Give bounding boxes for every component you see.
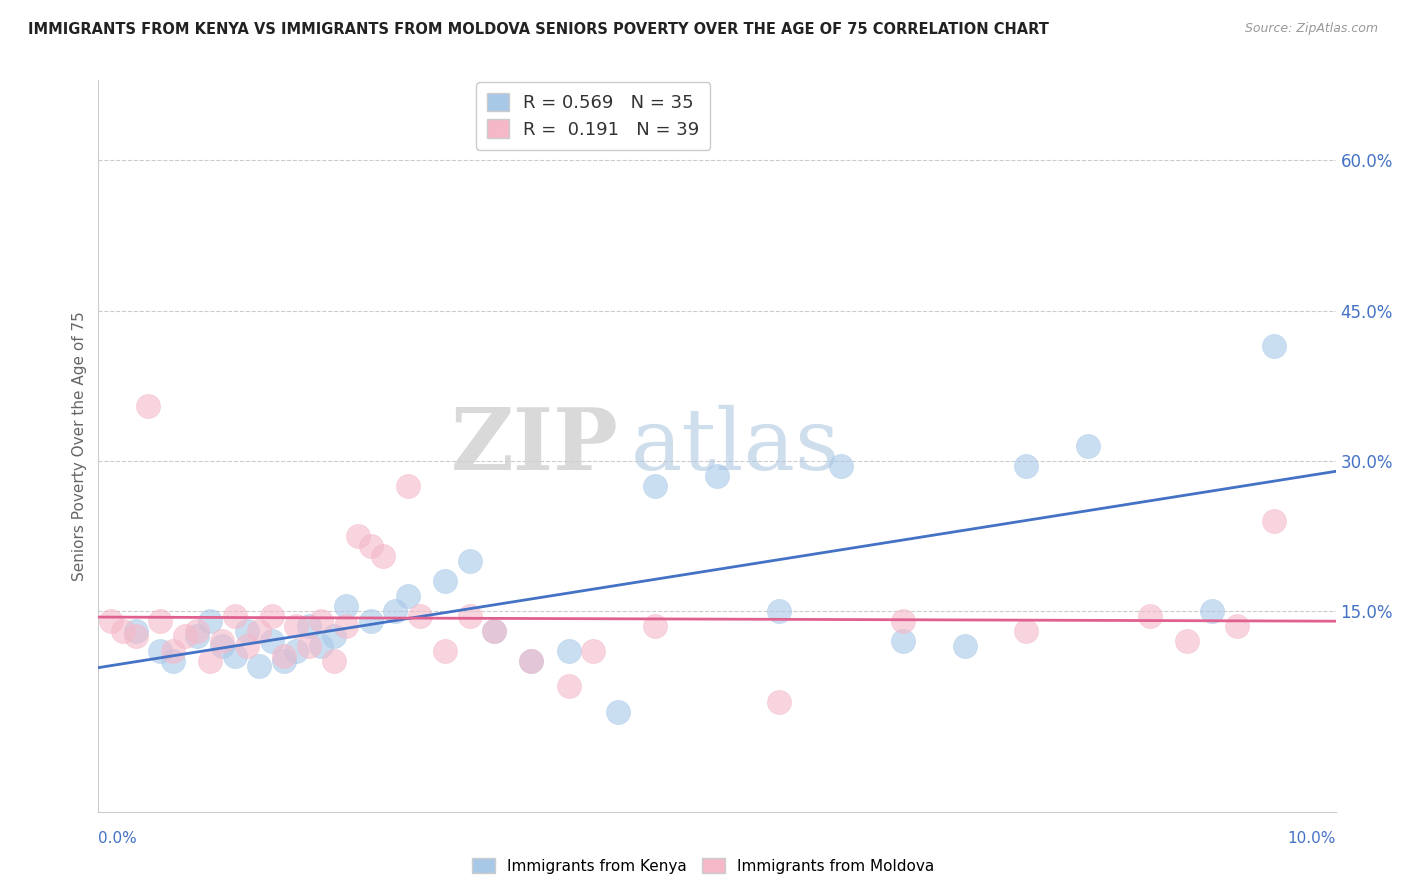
Point	[458, 609, 481, 624]
Point	[1263, 339, 1285, 353]
Point	[520, 655, 543, 669]
Point	[322, 629, 344, 643]
Point	[236, 624, 259, 639]
Point	[211, 634, 233, 648]
Point	[224, 649, 246, 664]
Point	[211, 640, 233, 654]
Y-axis label: Seniors Poverty Over the Age of 75: Seniors Poverty Over the Age of 75	[72, 311, 87, 581]
Point	[298, 640, 321, 654]
Point	[360, 539, 382, 553]
Text: atlas: atlas	[630, 404, 839, 488]
Point	[186, 629, 208, 643]
Point	[273, 649, 295, 664]
Point	[830, 458, 852, 473]
Point	[582, 644, 605, 658]
Point	[309, 615, 332, 629]
Point	[1201, 604, 1223, 618]
Point	[644, 619, 666, 633]
Point	[1175, 634, 1198, 648]
Point	[198, 615, 221, 629]
Point	[433, 644, 456, 658]
Text: 10.0%: 10.0%	[1288, 831, 1336, 846]
Point	[409, 609, 432, 624]
Point	[371, 549, 394, 564]
Point	[273, 655, 295, 669]
Point	[1077, 439, 1099, 453]
Point	[891, 634, 914, 648]
Legend: R = 0.569   N = 35, R =  0.191   N = 39: R = 0.569 N = 35, R = 0.191 N = 39	[477, 82, 710, 150]
Point	[285, 619, 308, 633]
Point	[236, 640, 259, 654]
Point	[124, 624, 146, 639]
Point	[644, 479, 666, 493]
Point	[360, 615, 382, 629]
Point	[335, 619, 357, 633]
Point	[1015, 458, 1038, 473]
Point	[198, 655, 221, 669]
Point	[149, 615, 172, 629]
Text: ZIP: ZIP	[450, 404, 619, 488]
Point	[384, 604, 406, 618]
Point	[162, 655, 184, 669]
Point	[136, 399, 159, 413]
Point	[124, 629, 146, 643]
Point	[1263, 514, 1285, 528]
Point	[224, 609, 246, 624]
Point	[260, 634, 283, 648]
Point	[174, 629, 197, 643]
Point	[149, 644, 172, 658]
Point	[484, 624, 506, 639]
Point	[247, 624, 270, 639]
Point	[458, 554, 481, 568]
Point	[891, 615, 914, 629]
Point	[557, 680, 579, 694]
Point	[484, 624, 506, 639]
Point	[100, 615, 122, 629]
Text: 0.0%: 0.0%	[98, 831, 138, 846]
Point	[1226, 619, 1249, 633]
Point	[298, 619, 321, 633]
Point	[768, 604, 790, 618]
Point	[112, 624, 135, 639]
Point	[557, 644, 579, 658]
Point	[186, 624, 208, 639]
Point	[396, 479, 419, 493]
Point	[706, 469, 728, 483]
Point	[396, 589, 419, 603]
Text: IMMIGRANTS FROM KENYA VS IMMIGRANTS FROM MOLDOVA SENIORS POVERTY OVER THE AGE OF: IMMIGRANTS FROM KENYA VS IMMIGRANTS FROM…	[28, 22, 1049, 37]
Point	[347, 529, 370, 543]
Point	[162, 644, 184, 658]
Point	[953, 640, 976, 654]
Text: Source: ZipAtlas.com: Source: ZipAtlas.com	[1244, 22, 1378, 36]
Point	[1015, 624, 1038, 639]
Point	[335, 599, 357, 614]
Point	[285, 644, 308, 658]
Legend: Immigrants from Kenya, Immigrants from Moldova: Immigrants from Kenya, Immigrants from M…	[465, 852, 941, 880]
Point	[309, 640, 332, 654]
Point	[260, 609, 283, 624]
Point	[1139, 609, 1161, 624]
Point	[607, 705, 630, 719]
Point	[247, 659, 270, 673]
Point	[433, 574, 456, 589]
Point	[520, 655, 543, 669]
Point	[322, 655, 344, 669]
Point	[768, 694, 790, 708]
